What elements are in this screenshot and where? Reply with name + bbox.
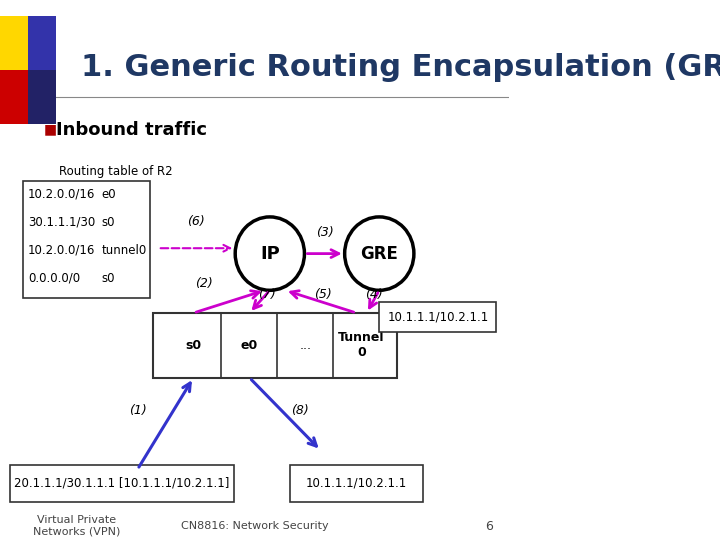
FancyArrowPatch shape (291, 291, 354, 312)
FancyBboxPatch shape (23, 181, 150, 299)
FancyBboxPatch shape (10, 465, 234, 502)
Text: s0: s0 (102, 272, 115, 285)
Text: (5): (5) (315, 288, 332, 301)
Text: (4): (4) (365, 288, 383, 301)
Text: 10.2.0.0/16: 10.2.0.0/16 (28, 188, 95, 201)
FancyBboxPatch shape (0, 16, 28, 70)
FancyArrowPatch shape (251, 380, 316, 446)
FancyArrowPatch shape (369, 293, 378, 308)
Text: ■: ■ (43, 123, 56, 137)
Text: (3): (3) (316, 226, 333, 239)
FancyBboxPatch shape (28, 16, 56, 70)
Text: Routing table of R2: Routing table of R2 (58, 165, 172, 178)
Text: 30.1.1.1/30: 30.1.1.1/30 (28, 216, 95, 229)
Circle shape (235, 217, 305, 291)
Text: s0: s0 (185, 339, 202, 352)
Text: s0: s0 (102, 216, 115, 229)
Text: Virtual Private
Networks (VPN): Virtual Private Networks (VPN) (32, 515, 120, 537)
Text: (7): (7) (258, 288, 276, 301)
Text: 10.1.1.1/10.2.1.1: 10.1.1.1/10.2.1.1 (387, 310, 488, 323)
Text: Inbound traffic: Inbound traffic (56, 120, 207, 138)
Text: 0.0.0.0/0: 0.0.0.0/0 (28, 272, 80, 285)
Text: (1): (1) (129, 403, 146, 416)
Text: (6): (6) (187, 215, 205, 228)
Text: (8): (8) (292, 403, 310, 416)
Text: 10.2.0.0/16: 10.2.0.0/16 (28, 244, 95, 257)
FancyBboxPatch shape (153, 313, 397, 377)
FancyArrowPatch shape (253, 292, 268, 308)
FancyArrowPatch shape (307, 249, 339, 258)
FancyArrowPatch shape (139, 383, 190, 467)
Text: 6: 6 (485, 519, 492, 532)
Text: IP: IP (260, 245, 279, 262)
FancyArrowPatch shape (196, 291, 259, 312)
FancyBboxPatch shape (290, 465, 423, 502)
Text: e0: e0 (240, 339, 258, 352)
Text: Tunnel
0: Tunnel 0 (338, 332, 384, 359)
FancyBboxPatch shape (28, 70, 56, 124)
Circle shape (345, 217, 414, 291)
Text: 10.1.1.1/10.2.1.1: 10.1.1.1/10.2.1.1 (306, 477, 407, 490)
Text: CN8816: Network Security: CN8816: Network Security (181, 521, 328, 531)
Text: ...: ... (300, 339, 312, 352)
Text: GRE: GRE (360, 245, 398, 262)
Text: e0: e0 (102, 188, 117, 201)
Text: (2): (2) (195, 277, 212, 290)
Text: 20.1.1.1/30.1.1.1 [10.1.1.1/10.2.1.1]: 20.1.1.1/30.1.1.1 [10.1.1.1/10.2.1.1] (14, 477, 230, 490)
FancyBboxPatch shape (379, 302, 496, 332)
Text: tunnel0: tunnel0 (102, 244, 147, 257)
Text: 1. Generic Routing Encapsulation (GRE): 1. Generic Routing Encapsulation (GRE) (81, 53, 720, 82)
FancyBboxPatch shape (0, 70, 28, 124)
